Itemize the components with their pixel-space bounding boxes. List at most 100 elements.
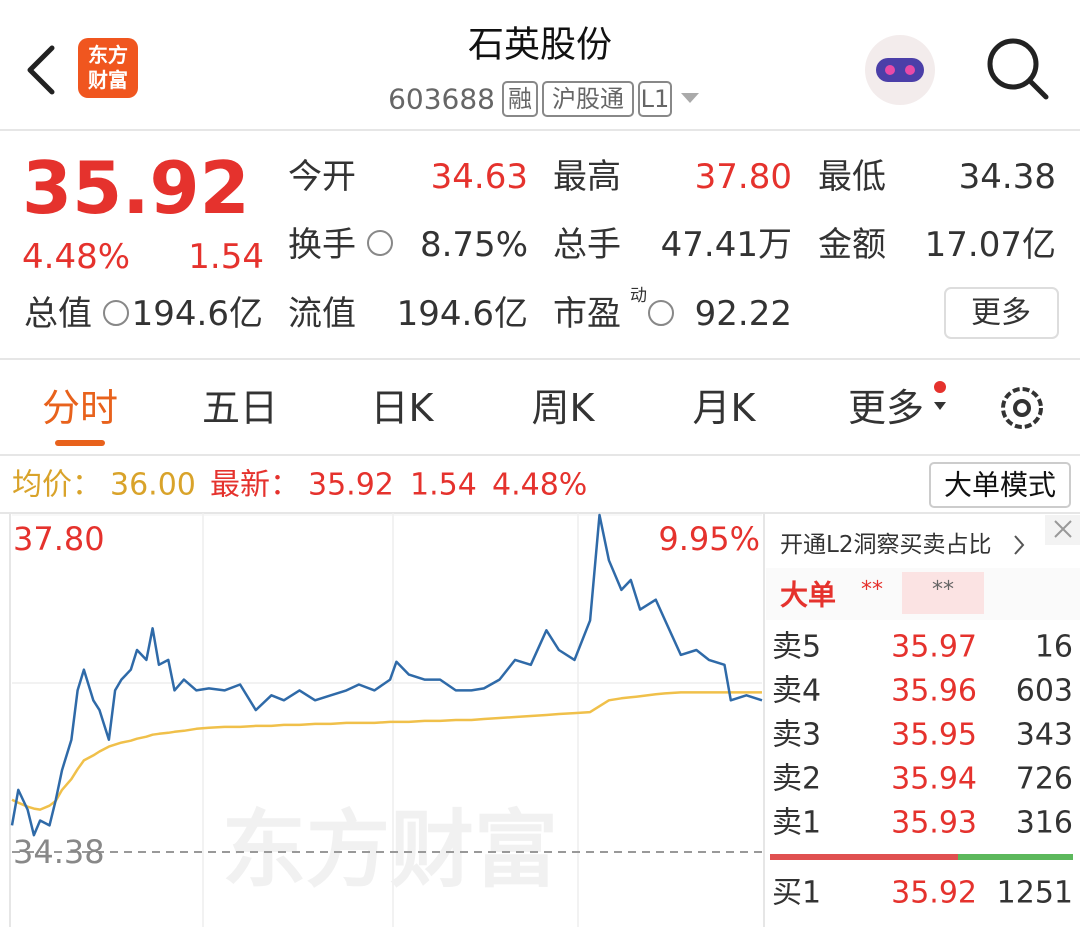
tab-active[interactable]: 分时	[42, 386, 118, 430]
intraday-chart: 东方财富 37.80 34.38 9.95%	[0, 512, 1080, 927]
watermark: 东方财富	[222, 801, 558, 899]
tab-arrow	[934, 402, 946, 410]
y2-tick-label: 9.95%	[658, 520, 760, 558]
tab[interactable]: 五日	[202, 386, 278, 430]
order-book: 卖5 35.97 16 卖4 35.96 603 卖3 35.95 343 卖2 35.94 726 卖…	[772, 630, 1073, 911]
big-sell-box	[902, 572, 984, 614]
book-price: 35.97	[891, 630, 977, 665]
book-price: 35.95	[891, 718, 977, 753]
logo-text: 财富	[88, 68, 128, 92]
stat-superscript: 动	[630, 286, 647, 306]
latest-label: 最新：	[210, 468, 300, 503]
stat-label: 总值	[24, 294, 92, 334]
notification-dot	[934, 381, 946, 393]
more-button-label: 更多	[971, 296, 1031, 331]
tag-box	[502, 81, 538, 117]
big-sell: **	[932, 578, 954, 603]
book-volume: 726	[1016, 762, 1073, 797]
book-volume: 343	[1016, 718, 1073, 753]
book-label: 卖5	[772, 630, 821, 665]
book-price: 35.93	[891, 806, 977, 841]
tab[interactable]: 月K	[693, 386, 757, 430]
mode-button-label: 大单模式	[944, 469, 1056, 502]
promo-chevron	[1014, 535, 1025, 555]
latest-value: 35.92	[308, 468, 394, 503]
book-volume: 1251	[997, 876, 1073, 911]
stock-title: 石英股份	[468, 25, 612, 66]
big-order-label: 大单	[780, 579, 836, 612]
logo-text: 东方	[88, 43, 128, 67]
tab[interactable]: 更多	[848, 386, 924, 430]
buy-ratio-bar	[958, 854, 1073, 860]
l2-promo[interactable]: 开通L2洞察买卖占比	[780, 532, 991, 558]
tag: 融	[508, 85, 532, 113]
search-button[interactable]	[987, 38, 1039, 90]
info-icon[interactable]	[367, 230, 393, 256]
stat-label: 总手	[553, 225, 621, 265]
book-label: 卖1	[772, 806, 821, 841]
stat-label: 今开	[288, 157, 356, 197]
tag: L1	[641, 85, 670, 113]
stat-value: 34.38	[959, 157, 1056, 197]
stock-code: 603688	[388, 83, 495, 116]
tab-underline	[55, 440, 105, 446]
book-price: 35.94	[891, 762, 977, 797]
tab[interactable]: 周K	[532, 386, 596, 430]
back-button[interactable]	[27, 45, 55, 95]
price-line	[11, 691, 762, 811]
search-handle	[1027, 78, 1049, 100]
stat-value: 194.6亿	[397, 294, 528, 334]
stat-value: 17.07亿	[925, 225, 1056, 265]
tab[interactable]: 日K	[371, 386, 435, 430]
latest-change-percent: 4.48%	[492, 468, 587, 503]
avg-label: 均价：	[12, 468, 102, 503]
stat-value: 37.80	[695, 157, 792, 197]
y-tick-label: 34.38	[13, 833, 105, 871]
book-volume: 316	[1016, 806, 1073, 841]
book-price: 35.96	[891, 674, 977, 709]
stat-value: 34.63	[431, 157, 528, 197]
tag-box	[542, 81, 634, 117]
stat-label: 流值	[288, 294, 356, 334]
book-volume: 603	[1016, 674, 1073, 709]
book-label: 卖3	[772, 718, 821, 753]
tag: 沪股通	[552, 85, 624, 113]
stat-value: 194.6亿	[132, 294, 263, 334]
info-icon[interactable]	[103, 300, 129, 326]
stat-label: 换手	[288, 225, 356, 265]
stat-value: 47.41万	[661, 225, 792, 265]
stat-value: 92.22	[695, 294, 792, 334]
stat-label: 市盈	[553, 294, 621, 334]
tag-box	[638, 81, 672, 117]
latest-change: 1.54	[410, 468, 477, 503]
price-line	[10, 513, 763, 837]
book-label: 卖4	[772, 674, 821, 709]
mode-button[interactable]	[929, 462, 1071, 508]
avatar-visor	[876, 58, 924, 82]
avatar-eye	[905, 65, 915, 75]
change-amount: 1.54	[188, 237, 264, 277]
info-icon[interactable]	[648, 300, 674, 326]
change-percent: 4.48%	[22, 237, 130, 277]
stat-label: 最高	[553, 157, 621, 197]
settings-center	[1013, 399, 1031, 417]
avg-value: 36.00	[110, 468, 196, 503]
book-label: 买1	[772, 876, 821, 911]
stat-label: 金额	[818, 225, 886, 265]
book-price: 35.92	[891, 876, 977, 911]
more-button[interactable]	[944, 287, 1059, 339]
stat-label: 最低	[818, 157, 886, 197]
app-logo	[78, 38, 138, 98]
book-volume: 16	[1035, 630, 1073, 665]
close-icon	[1054, 520, 1072, 538]
avatar-eye	[885, 65, 895, 75]
sell-ratio-bar	[770, 854, 958, 860]
y-tick-label: 37.80	[13, 520, 105, 558]
book-label: 卖2	[772, 762, 821, 797]
stat-value: 8.75%	[420, 225, 528, 265]
dropdown-arrow[interactable]	[681, 93, 699, 103]
last-price: 35.92	[22, 146, 250, 230]
settings-button[interactable]	[1001, 387, 1043, 429]
big-buy: **	[861, 578, 883, 603]
